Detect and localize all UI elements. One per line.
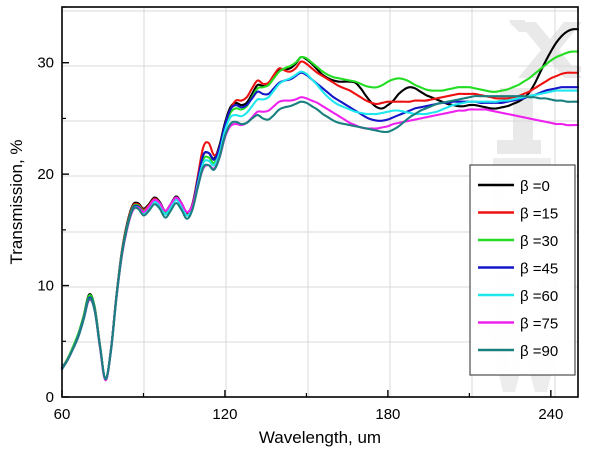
legend-box bbox=[469, 164, 576, 376]
legend-label-6: β =90 bbox=[520, 343, 558, 360]
legend[interactable]: β =0 β =15 β =30 β =45 β =60 β =75 β =90 bbox=[469, 164, 576, 376]
legend-label-5: β =75 bbox=[520, 316, 558, 333]
y-axis-title: Transmission, % bbox=[7, 139, 26, 264]
x-tick-label-180: 180 bbox=[375, 406, 400, 423]
tick-group bbox=[61, 6, 552, 398]
y-tick-label-20: 20 bbox=[37, 166, 54, 183]
legend-label-4: β =60 bbox=[520, 288, 558, 305]
series-group bbox=[60, 28, 580, 382]
y-tick-label-10: 10 bbox=[37, 278, 54, 295]
series-line-75 bbox=[60, 96, 580, 382]
x-axis-title: Wavelength, um bbox=[259, 428, 381, 447]
legend-label-2: β =30 bbox=[520, 233, 558, 250]
tick-label-group: 60 120 180 240 0 10 20 30 bbox=[37, 55, 563, 423]
legend-label-3: β =45 bbox=[520, 261, 558, 278]
legend-label-1: β =15 bbox=[520, 206, 558, 223]
y-tick-label-30: 30 bbox=[37, 55, 54, 72]
x-tick-label-60: 60 bbox=[54, 406, 71, 423]
plot-frame bbox=[61, 6, 579, 398]
legend-label-0: β =0 bbox=[520, 178, 550, 195]
x-tick-label-120: 120 bbox=[212, 406, 237, 423]
frame-rect bbox=[61, 6, 579, 398]
x-tick-label-240: 240 bbox=[538, 406, 563, 423]
series-line-90 bbox=[60, 95, 580, 381]
y-tick-label-0: 0 bbox=[46, 389, 54, 406]
